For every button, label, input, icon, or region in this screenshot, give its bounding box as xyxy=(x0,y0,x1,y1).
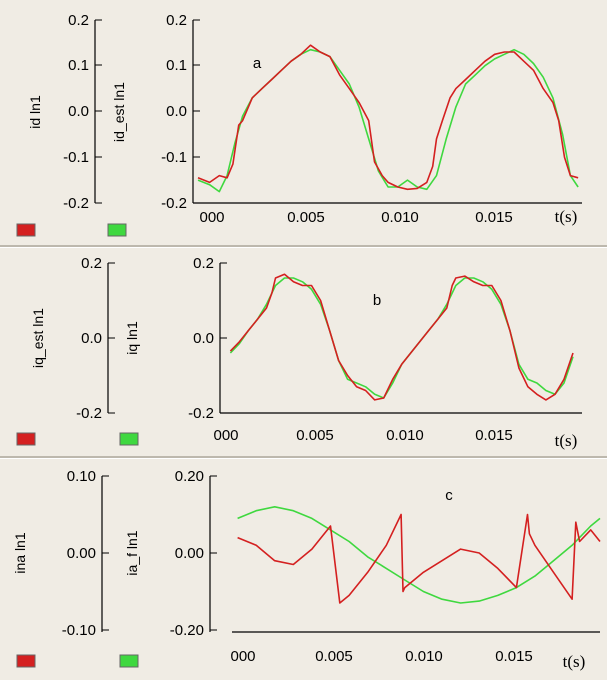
panel-b: 0.2 0.0 -0.2 iq_est ln1 0.2 0.0 -0.2 iq … xyxy=(0,248,607,456)
panel-c-swatch-red xyxy=(16,654,36,668)
panel-b-outer-tick-label: 0.0 xyxy=(81,330,102,347)
panel-a-outer-tick-label: -0.1 xyxy=(63,149,89,166)
panel-a-outer-tick-label: -0.2 xyxy=(63,195,89,212)
panel-a-x-tick-label: 0.015 xyxy=(475,209,513,226)
panel-c-inner-tick-label: 0.20 xyxy=(175,468,204,485)
panel-c-x-axis: 000 0.005 0.010 0.015 t(s) xyxy=(230,631,600,671)
panel-a-series-red-line xyxy=(197,44,579,191)
panel-c-legend xyxy=(16,654,139,668)
panel-b-inner-tick-label: -0.2 xyxy=(188,405,214,422)
panel-a-outer-axis-label: id ln1 xyxy=(27,95,43,129)
panel-c-inner-axis-label: ia_f ln1 xyxy=(124,530,140,575)
panel-a-x-axis-label: t(s) xyxy=(555,207,578,226)
panel-b-swatch-red xyxy=(16,432,36,446)
panel-c-outer-axis: 0.10 0.00 -0.10 ina ln1 xyxy=(12,468,109,639)
panel-b-legend xyxy=(16,432,139,446)
panel-b-inner-axis: 0.2 0.0 -0.2 iq ln1 xyxy=(124,255,227,422)
panel-c-x-tick-label: 0.005 xyxy=(315,648,353,665)
panel-b-outer-axis: 0.2 0.0 -0.2 iq_est ln1 xyxy=(30,255,115,422)
panel-a-outer-tick-label: 0.1 xyxy=(68,57,89,74)
panel-c-x-tick-label: 000 xyxy=(230,648,255,665)
panel-c-series-red-line xyxy=(237,513,601,604)
panel-a-inner-axis-label: id_est ln1 xyxy=(111,82,127,142)
panel-c-background xyxy=(0,459,607,680)
panel-b-x-tick-label: 0.005 xyxy=(296,427,334,444)
panel-b-outer-tick-label: 0.2 xyxy=(81,255,102,272)
panel-a-inner-tick-label: 0.1 xyxy=(166,57,187,74)
panel-a-swatch-red xyxy=(16,223,36,237)
panel-b-inner-axis-label: iq ln1 xyxy=(124,321,140,355)
panel-a-inner-tick-label: 0.0 xyxy=(166,103,187,120)
panel-b-x-axis-label: t(s) xyxy=(555,431,578,450)
panel-a-x-axis: 000 0.005 0.010 0.015 t(s) xyxy=(193,202,582,226)
panel-c-inner-tick-label: 0.00 xyxy=(175,545,204,562)
panel-c-outer-axis-label: ina ln1 xyxy=(12,532,28,573)
panel-c-outer-tick-label: 0.10 xyxy=(67,468,96,485)
panel-b-outer-tick-label: -0.2 xyxy=(76,405,102,422)
panel-a-outer-tick-label: 0.2 xyxy=(68,12,89,29)
panel-a: 0.2 0.1 0.0 -0.1 -0.2 id ln1 0.2 0.1 0.0… xyxy=(0,0,607,245)
panel-a-inner-tick-label: -0.1 xyxy=(161,149,187,166)
panel-a-legend xyxy=(16,223,127,237)
panel-b-swatch-green xyxy=(119,432,139,446)
panel-c-inner-axis: 0.20 0.00 -0.20 ia_f ln1 xyxy=(124,468,217,639)
panel-a-swatch-green xyxy=(107,223,127,237)
panel-a-inner-tick-label: -0.2 xyxy=(161,195,187,212)
panel-c-swatch-green xyxy=(119,654,139,668)
panel-c: 0.10 0.00 -0.10 ina ln1 0.20 0.00 -0.20 … xyxy=(0,459,607,680)
panel-a-label: a xyxy=(253,55,262,72)
panel-a-x-tick-label: 0.005 xyxy=(287,209,325,226)
panel-a-background xyxy=(0,0,607,245)
panel-a-x-tick-label: 0.010 xyxy=(381,209,419,226)
panel-c-inner-tick-label: -0.20 xyxy=(170,622,204,639)
panel-b-plot-area xyxy=(229,273,574,401)
panel-a-inner-axis: 0.2 0.1 0.0 -0.1 -0.2 id_est ln1 xyxy=(111,12,200,212)
panel-c-outer-tick-label: -0.10 xyxy=(62,622,96,639)
panel-c-label: c xyxy=(445,487,453,504)
panel-b-outer-axis-label: iq_est ln1 xyxy=(30,308,46,368)
panel-a-inner-tick-label: 0.2 xyxy=(166,12,187,29)
panel-c-x-tick-label: 0.010 xyxy=(405,648,443,665)
panel-b-x-tick-label: 0.010 xyxy=(386,427,424,444)
panel-a-outer-tick-label: 0.0 xyxy=(68,103,89,120)
panel-c-outer-tick-label: 0.00 xyxy=(67,545,96,562)
panel-c-x-tick-label: 0.015 xyxy=(495,648,533,665)
panel-b-inner-tick-label: 0.0 xyxy=(193,330,214,347)
panel-a-outer-axis: 0.2 0.1 0.0 -0.1 -0.2 id ln1 xyxy=(27,12,102,212)
panel-c-x-axis-label: t(s) xyxy=(563,652,586,671)
panel-b-series-red-line xyxy=(229,273,574,401)
panel-c-series-green-line xyxy=(237,505,601,604)
panel-b-label: b xyxy=(373,292,381,309)
panel-a-plot-area xyxy=(197,44,579,193)
panel-b-x-axis: 000 0.005 0.010 0.015 t(s) xyxy=(213,412,582,450)
panel-b-x-tick-label: 0.015 xyxy=(475,427,513,444)
panel-b-x-tick-label: 000 xyxy=(213,427,238,444)
panel-c-plot-area xyxy=(237,505,601,604)
panel-b-inner-tick-label: 0.2 xyxy=(193,255,214,272)
panel-a-x-tick-label: 000 xyxy=(199,209,224,226)
